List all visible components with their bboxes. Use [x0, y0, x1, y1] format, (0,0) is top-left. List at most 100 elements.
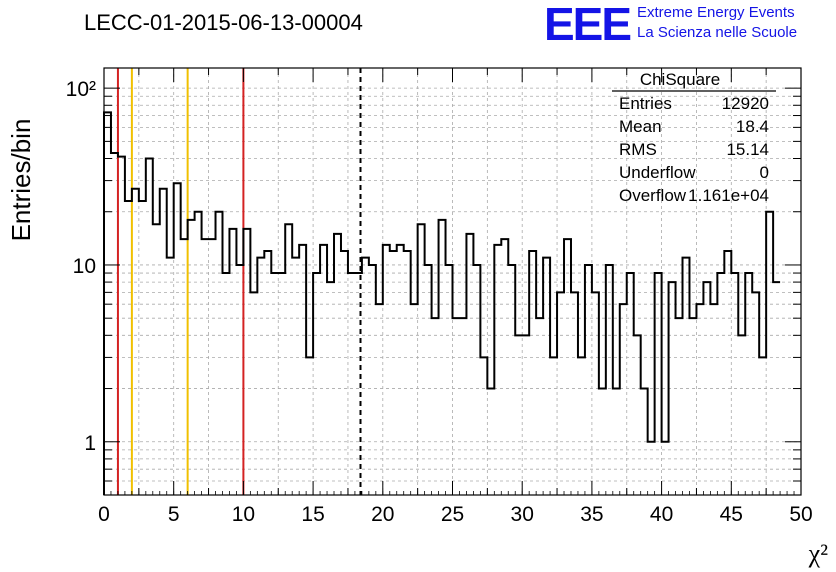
histogram-bin [480, 357, 487, 495]
histogram-bin [216, 212, 223, 495]
histogram-bin [195, 212, 202, 495]
histogram-bin [181, 239, 188, 495]
x-tick-label: 45 [720, 503, 743, 526]
eee-logo: EEE [544, 0, 632, 50]
histogram-bin [313, 273, 320, 495]
histogram-bin [515, 335, 522, 495]
histogram-bin [745, 273, 752, 495]
histogram-bin [264, 251, 271, 495]
run-title: LECC-01-2015-06-13-00004 [84, 10, 363, 35]
histogram-bin [564, 239, 571, 495]
stats-value-rms: 15.14 [726, 140, 769, 159]
histogram-bin [111, 153, 118, 495]
histogram-bin [362, 258, 369, 495]
histogram-bin [118, 157, 125, 495]
histogram-bin [696, 304, 703, 495]
histogram-bin [627, 273, 634, 495]
logo-line-2: La Scienza nelle Scuole [637, 24, 798, 41]
x-tick-label: 15 [301, 503, 324, 526]
x-tick-label: 10 [232, 503, 255, 526]
histogram-bin [453, 318, 460, 495]
y-axis-label: Entries/bin [6, 119, 36, 242]
x-tick-label: 5 [168, 503, 180, 526]
histogram-bin [550, 357, 557, 495]
histogram-bin [376, 304, 383, 495]
histogram-bin [139, 201, 146, 495]
stats-label-overflow: Overflow [619, 186, 687, 205]
histogram-bin [655, 273, 662, 495]
stats-value-mean: 18.4 [736, 117, 769, 136]
x-tick-label: 20 [371, 503, 394, 526]
stats-label-entries: Entries [619, 94, 672, 113]
histogram-bin [243, 229, 250, 495]
histogram-bin [306, 357, 313, 495]
histogram-bin [292, 258, 299, 495]
histogram-bin [132, 189, 139, 495]
histogram-bin [501, 239, 508, 495]
histogram-bin [683, 258, 690, 495]
histogram-bin [676, 318, 683, 495]
histogram-bin [257, 258, 264, 495]
axes: 0 5 10 15 20 25 30 35 40 45 50 1 10 10² [66, 68, 813, 526]
x-tick-label: 35 [580, 503, 603, 526]
stats-label-underflow: Underflow [619, 163, 696, 182]
y-tick-label: 10² [66, 78, 96, 101]
histogram-bin [473, 265, 480, 495]
histogram-bin [689, 318, 696, 495]
histogram-bin [209, 239, 216, 495]
x-tick-label: 30 [511, 503, 534, 526]
reference-lines [116, 68, 362, 495]
stats-title: ChiSquare [640, 70, 720, 89]
histogram-bin [717, 273, 724, 495]
histogram-bin [738, 335, 745, 495]
y-tick-label: 10 [73, 255, 96, 278]
histogram-bin [446, 265, 453, 495]
histogram-bin [229, 229, 236, 495]
stats-box: ChiSquare Entries 12920 Mean 18.4 RMS 15… [612, 70, 776, 205]
histogram-bin [104, 112, 111, 495]
x-tick-label: 25 [441, 503, 464, 526]
stats-label-mean: Mean [619, 117, 662, 136]
histogram-bin [236, 265, 243, 495]
histogram-bin [724, 251, 731, 495]
histogram-bin [250, 292, 257, 495]
histogram-bin [710, 304, 717, 495]
histogram-bin [529, 251, 536, 495]
logo-line-1: Extreme Energy Events [637, 4, 795, 21]
histogram-bin [571, 292, 578, 495]
histogram-bin [536, 318, 543, 495]
histogram-bin [146, 159, 153, 495]
histogram-bin [578, 357, 585, 495]
histogram-bin [390, 251, 397, 495]
x-tick-label: 50 [789, 503, 812, 526]
stats-value-overflow: 1.161e+04 [688, 186, 769, 205]
histogram-bin [369, 265, 376, 495]
histogram-bin [160, 189, 167, 495]
stats-label-rms: RMS [619, 140, 657, 159]
histogram-bin [222, 273, 229, 495]
histogram-bin [411, 304, 418, 495]
histogram-bin [543, 258, 550, 495]
histogram-bin [432, 318, 439, 495]
histogram-outline [103, 111, 781, 495]
histogram-bin [508, 265, 515, 495]
histogram-bin [348, 273, 355, 495]
histogram-bin [585, 265, 592, 495]
histogram-bin [557, 292, 564, 495]
histogram-bin [174, 183, 181, 495]
x-tick-label: 40 [650, 503, 673, 526]
histogram-bin [278, 273, 285, 495]
histogram-bin [425, 265, 432, 495]
histogram-bin [759, 357, 766, 495]
histogram-bin [125, 201, 132, 495]
histogram-bin [459, 318, 466, 495]
histogram-bin [731, 273, 738, 495]
histogram-bin [522, 335, 529, 495]
histogram-bin [341, 251, 348, 495]
histogram-bin [766, 212, 773, 495]
stats-value-underflow: 0 [760, 163, 769, 182]
histogram-bin [620, 304, 627, 495]
histogram-bin [592, 292, 599, 495]
histogram-bin [202, 239, 209, 495]
